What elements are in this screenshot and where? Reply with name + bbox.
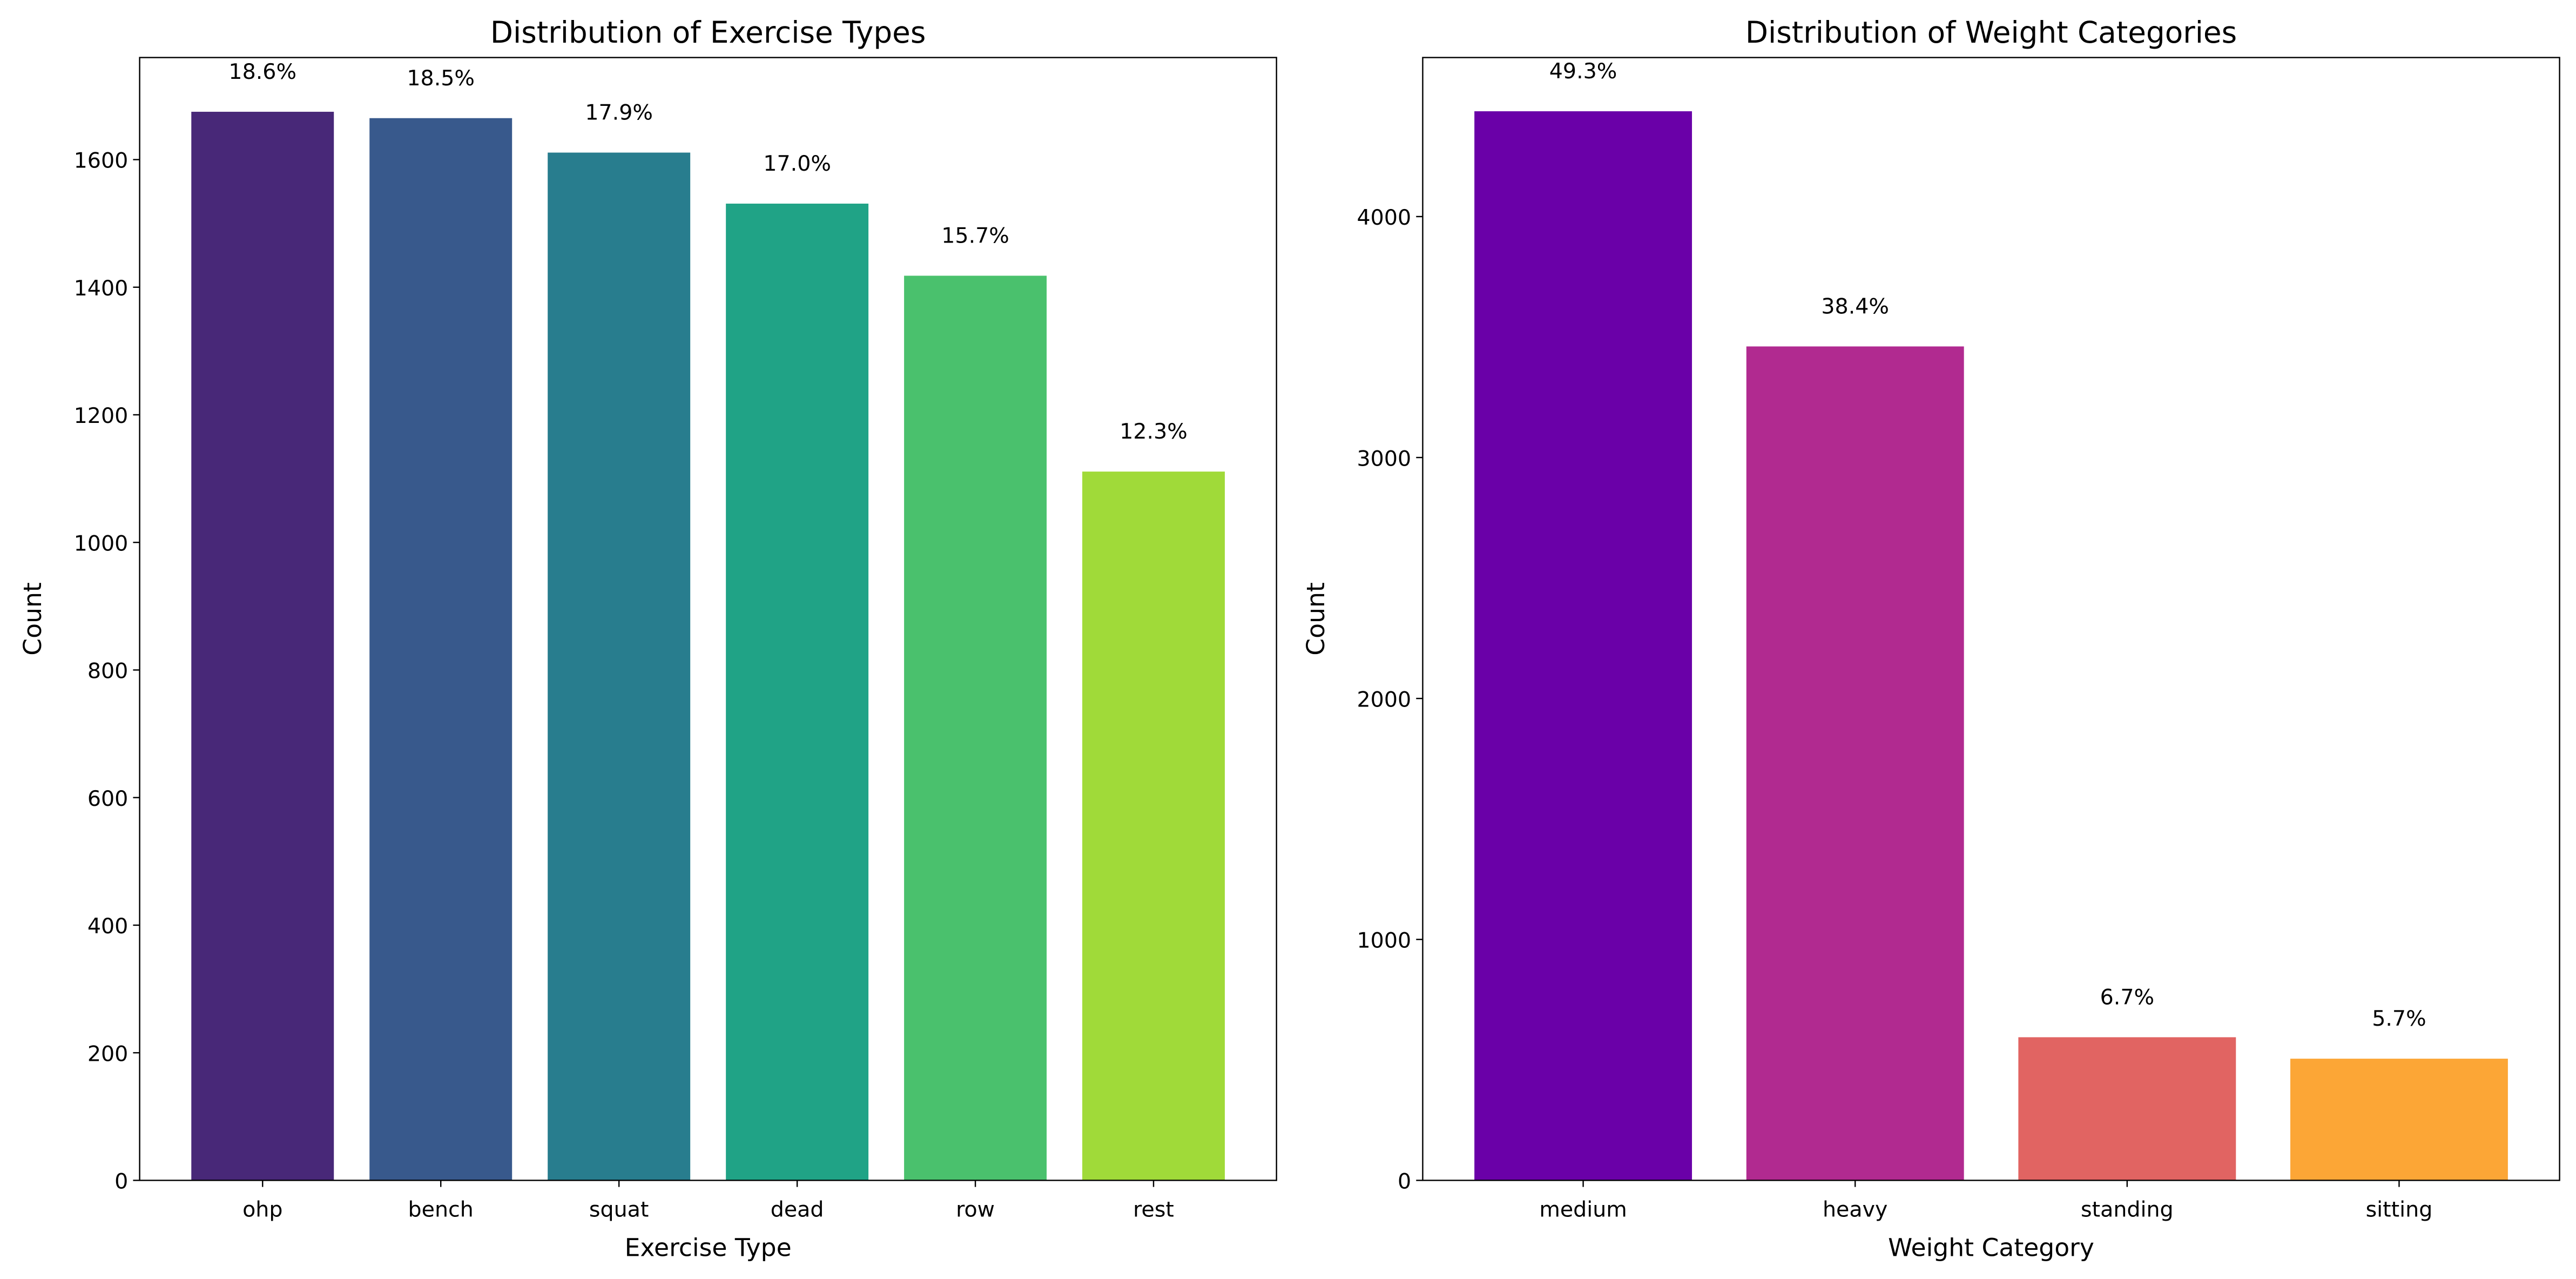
x-tick-label: dead xyxy=(771,1197,824,1222)
x-axis-label: Weight Category xyxy=(1888,1233,2094,1262)
y-tick-label: 0 xyxy=(114,1169,128,1194)
bar xyxy=(191,111,334,1181)
bar xyxy=(726,204,869,1181)
y-tick-label: 600 xyxy=(87,786,128,811)
bar-annotation: 18.5% xyxy=(407,66,475,91)
x-tick-label: heavy xyxy=(1823,1197,1887,1222)
y-tick-label: 1000 xyxy=(1357,928,1412,953)
y-tick-label: 1200 xyxy=(74,403,129,428)
bar xyxy=(369,118,512,1181)
y-tick-label: 1000 xyxy=(74,531,129,556)
x-tick-label: medium xyxy=(1539,1197,1627,1222)
axes-frame xyxy=(139,57,1277,1181)
x-tick-label: row xyxy=(956,1197,995,1222)
y-tick-label: 1600 xyxy=(74,149,129,173)
chart-title: Distribution of Weight Categories xyxy=(1745,15,2237,50)
y-tick-label: 3000 xyxy=(1357,446,1412,471)
bar-annotation: 38.4% xyxy=(1821,294,1889,319)
bar-annotation: 15.7% xyxy=(941,224,1009,248)
y-tick-label: 400 xyxy=(87,914,128,939)
bar-annotation: 17.0% xyxy=(763,151,831,176)
x-tick-label: rest xyxy=(1133,1197,1174,1222)
subplot: 18.6% ohp 18.5% bench 17.9% squat 17.0% dead 15.… xyxy=(18,15,1277,1262)
chart-title: Distribution of Exercise Types xyxy=(490,15,926,50)
bar xyxy=(548,152,691,1181)
bar xyxy=(1746,346,1964,1181)
y-axis-label: Count xyxy=(1302,582,1330,656)
y-axis-label: Count xyxy=(18,582,47,656)
bar-annotation: 49.3% xyxy=(1549,59,1617,84)
bar-annotation: 18.6% xyxy=(228,59,296,84)
x-tick-label: sitting xyxy=(2366,1197,2433,1222)
bar xyxy=(904,275,1047,1181)
x-tick-label: bench xyxy=(408,1197,474,1222)
bar-annotation: 17.9% xyxy=(585,100,653,125)
subplot: 49.3% medium 38.4% heavy 6.7% standing 5.7% sit… xyxy=(1302,15,2560,1262)
x-tick-label: squat xyxy=(589,1197,649,1222)
x-tick-label: ohp xyxy=(242,1197,282,1222)
y-tick-label: 4000 xyxy=(1357,205,1412,230)
bar-annotation: 5.7% xyxy=(2372,1006,2426,1031)
y-tick-label: 0 xyxy=(1398,1169,1411,1194)
bar-annotation: 6.7% xyxy=(2100,985,2154,1010)
bar-annotation: 12.3% xyxy=(1120,419,1188,444)
y-tick-label: 1400 xyxy=(74,276,129,301)
x-tick-label: standing xyxy=(2081,1197,2174,1222)
y-tick-label: 200 xyxy=(87,1041,128,1066)
x-axis-label: Exercise Type xyxy=(625,1233,792,1262)
bar xyxy=(2018,1037,2236,1181)
axes-frame xyxy=(1422,57,2560,1181)
bar xyxy=(1474,111,1692,1181)
bar xyxy=(2290,1059,2508,1181)
bar xyxy=(1082,472,1225,1181)
y-tick-label: 800 xyxy=(87,659,128,684)
y-tick-label: 2000 xyxy=(1357,687,1412,712)
